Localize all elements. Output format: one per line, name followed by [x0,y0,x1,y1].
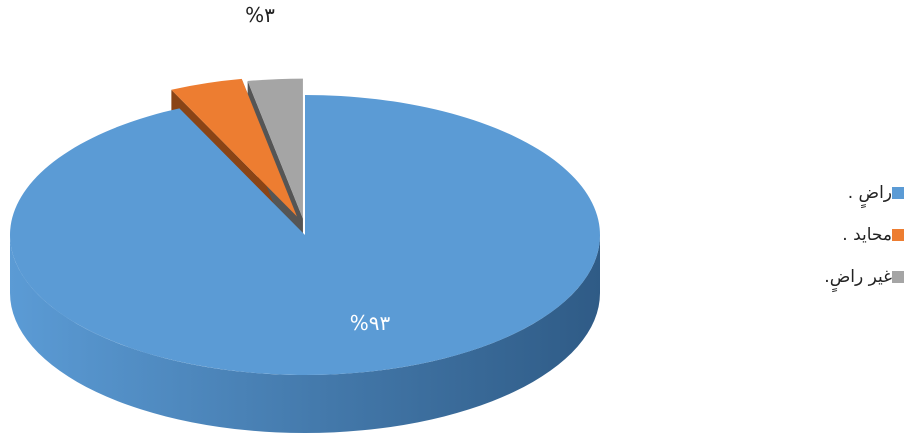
pie-slice-0 [9,95,600,375]
pie-slice-2 [247,78,303,219]
pie-data-label-0: %٩٣ [350,311,391,335]
legend-item-satisfied: راضٍ . [760,182,910,204]
legend-swatch-satisfied [892,187,904,199]
legend-label-neutral: محايد . [842,225,892,245]
legend-item-neutral: محايد . [760,224,910,246]
pie-side-0 [10,235,600,433]
legend-item-unsatisfied: غير راضٍ. [760,266,910,288]
legend-swatch-neutral [892,229,904,241]
legend-swatch-unsatisfied [892,271,904,283]
legend-label-satisfied: راضٍ . [847,183,892,203]
pie-data-label-2: %٣ [245,3,275,27]
pie-slice-1 [171,78,297,217]
legend-label-unsatisfied: غير راضٍ. [824,267,892,287]
legend: راضٍ . محايد . غير راضٍ. [760,182,910,308]
